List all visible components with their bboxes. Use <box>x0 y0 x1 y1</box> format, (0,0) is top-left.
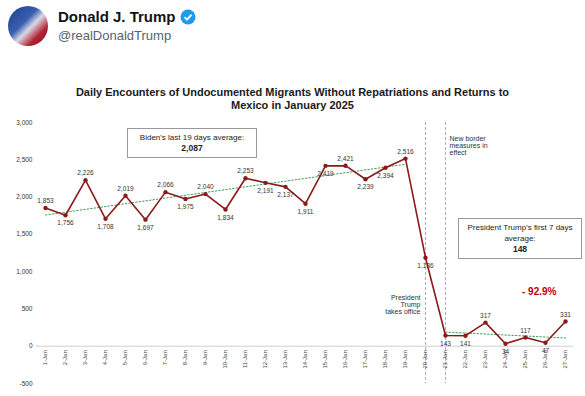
svg-text:6-Jan: 6-Jan <box>142 350 148 365</box>
svg-text:12-Jan: 12-Jan <box>262 350 268 368</box>
svg-text:21-Jan: 21-Jan <box>442 350 448 368</box>
svg-text:23-Jan: 23-Jan <box>482 350 488 368</box>
svg-text:25-Jan: 25-Jan <box>522 350 528 368</box>
svg-text:22-Jan: 22-Jan <box>462 350 468 368</box>
svg-text:9-Jan: 9-Jan <box>202 350 208 365</box>
svg-text:PresidentTrumptakes office: PresidentTrumptakes office <box>385 294 420 315</box>
svg-text:1,975: 1,975 <box>177 203 194 210</box>
svg-text:1,756: 1,756 <box>57 219 74 226</box>
svg-text:24-Jan: 24-Jan <box>502 350 508 368</box>
html-text:- 92.9%: - 92.9% <box>522 286 557 297</box>
svg-text:2,394: 2,394 <box>377 172 394 179</box>
svg-text:2,000: 2,000 <box>16 193 33 200</box>
svg-text:317: 317 <box>480 312 491 319</box>
svg-text:1,911: 1,911 <box>298 208 314 215</box>
svg-text:2,253: 2,253 <box>237 167 254 174</box>
svg-text:16-Jan: 16-Jan <box>342 350 348 368</box>
svg-text:11-Jan: 11-Jan <box>242 350 248 368</box>
svg-text:2,516: 2,516 <box>397 148 414 155</box>
svg-text:2,239: 2,239 <box>357 183 374 190</box>
svg-text:331: 331 <box>560 311 571 318</box>
svg-text:1,500: 1,500 <box>16 230 33 237</box>
svg-text:27-Jan: 27-Jan <box>562 350 568 368</box>
svg-text:1,186: 1,186 <box>417 262 434 269</box>
html-text:@realDonaldTrump: @realDonaldTrump <box>58 28 172 43</box>
html-text:148: 148 <box>512 244 528 254</box>
svg-text:7-Jan: 7-Jan <box>162 350 168 365</box>
svg-text:1,708: 1,708 <box>97 223 114 230</box>
svg-text:1,697: 1,697 <box>137 224 154 231</box>
svg-text:143: 143 <box>440 340 451 347</box>
svg-text:New bordermeasures ineffect: New bordermeasures ineffect <box>450 135 488 156</box>
svg-text:2,191: 2,191 <box>257 187 274 194</box>
html-text:President Trump's first 7 days: President Trump's first 7 days average: <box>467 223 573 243</box>
svg-text:26-Jan: 26-Jan <box>542 350 548 368</box>
html-text:Daily Encounters of Undocument: Daily Encounters of Undocumented Migrant… <box>75 86 510 111</box>
svg-text:2-Jan: 2-Jan <box>62 350 68 365</box>
svg-text:1-Jan: 1-Jan <box>42 350 48 365</box>
svg-text:2,137: 2,137 <box>277 191 294 198</box>
html-text:2,087: 2,087 <box>181 143 203 153</box>
svg-text:1,000: 1,000 <box>16 268 33 275</box>
svg-text:1,853: 1,853 <box>37 197 54 204</box>
html-text:Donald J. Trump: Donald J. Trump <box>58 8 176 25</box>
svg-text:2,421: 2,421 <box>337 155 354 162</box>
svg-text:17-Jan: 17-Jan <box>362 350 368 368</box>
svg-text:20-Jan: 20-Jan <box>422 350 428 368</box>
svg-text:1,834: 1,834 <box>217 214 234 221</box>
svg-text:2,500: 2,500 <box>16 156 33 163</box>
svg-text:14-Jan: 14-Jan <box>302 350 308 368</box>
svg-text:2,040: 2,040 <box>197 183 214 190</box>
svg-text:19-Jan: 19-Jan <box>402 350 408 368</box>
svg-text:13-Jan: 13-Jan <box>282 350 288 368</box>
svg-text:-500: -500 <box>19 380 32 387</box>
svg-text:10-Jan: 10-Jan <box>222 350 228 368</box>
svg-text:8-Jan: 8-Jan <box>182 350 188 365</box>
svg-text:15-Jan: 15-Jan <box>322 350 328 368</box>
svg-text:3-Jan: 3-Jan <box>82 350 88 365</box>
svg-text:0: 0 <box>29 342 33 349</box>
svg-text:2,226: 2,226 <box>77 169 94 176</box>
svg-text:2,419: 2,419 <box>317 170 334 177</box>
svg-text:117: 117 <box>520 327 531 334</box>
svg-text:500: 500 <box>22 305 33 312</box>
svg-text:18-Jan: 18-Jan <box>382 350 388 368</box>
svg-text:2,066: 2,066 <box>157 181 174 188</box>
svg-text:4-Jan: 4-Jan <box>102 350 108 365</box>
svg-text:2,019: 2,019 <box>117 185 134 192</box>
svg-text:3,000: 3,000 <box>16 119 33 126</box>
html-text:Biden's last 19 days average:: Biden's last 19 days average: <box>139 133 245 142</box>
svg-text:141: 141 <box>460 340 471 347</box>
svg-text:5-Jan: 5-Jan <box>122 350 128 365</box>
